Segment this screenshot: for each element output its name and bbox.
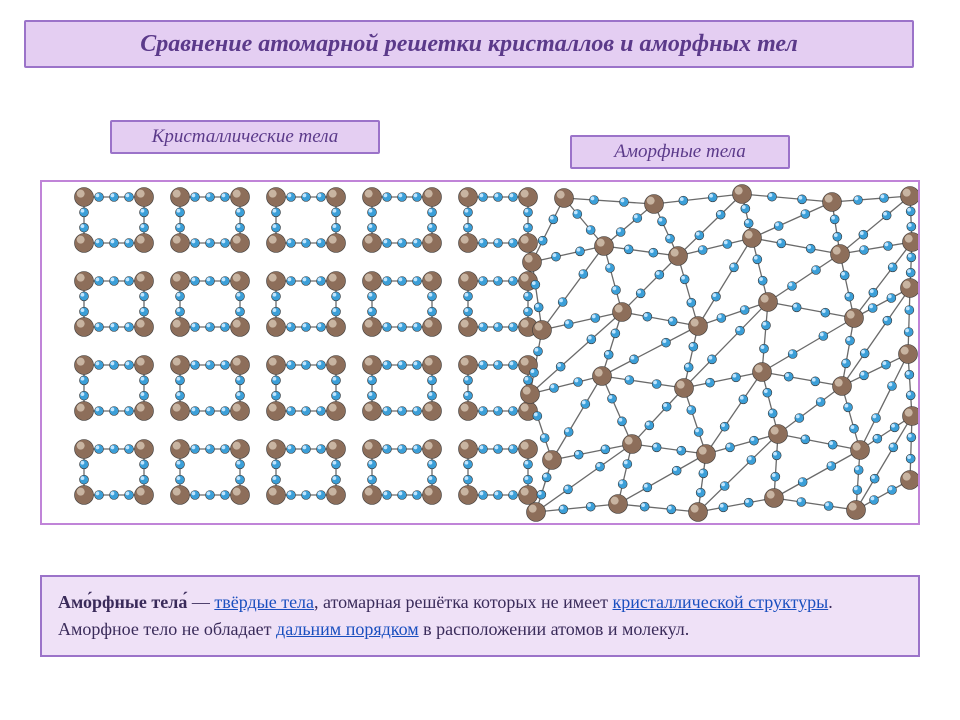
label-amorphous-text: Аморфные тела [614,141,745,163]
page-title: Сравнение атомарной решетки кристаллов и… [140,31,798,58]
lattice-svg [42,182,918,523]
label-amorphous: Аморфные тела [570,135,790,169]
lattice-diagram [40,180,920,525]
label-crystalline: Кристаллические тела [110,120,380,154]
definition-box: Амо́рфные тела́ — твёрдые тела, атомарна… [40,575,920,657]
title-box: Сравнение атомарной решетки кристаллов и… [24,20,914,68]
label-crystalline-text: Кристаллические тела [152,126,339,148]
definition-text: Амо́рфные тела́ — твёрдые тела, атомарна… [58,589,902,643]
